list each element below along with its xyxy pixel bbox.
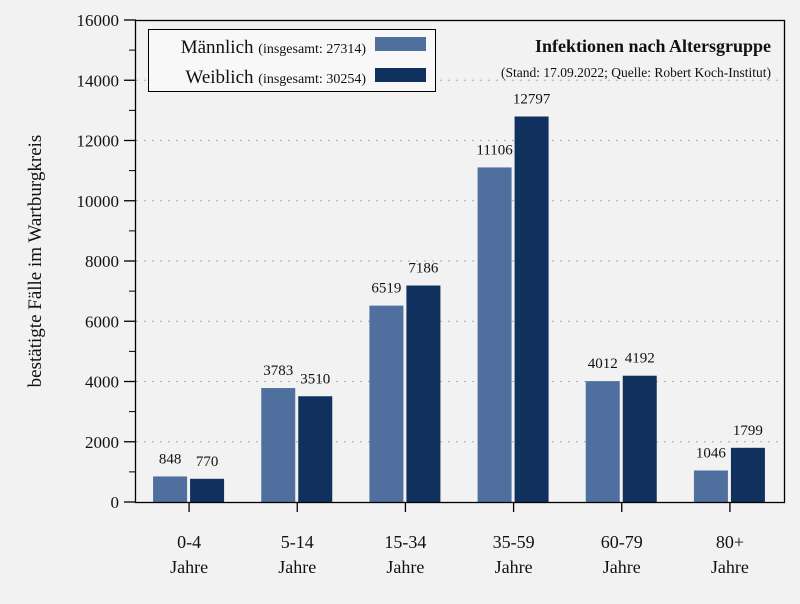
legend-label-male: Männlich (insgesamt: 27314) [181,37,367,58]
legend-swatch-female [375,68,426,82]
legend-swatch-male [375,37,426,51]
data-labels: 848 770 3783 3510 6519 7186 11106 12797 4012 4192… [159,91,763,469]
bar-female [298,396,333,502]
data-label: 4012 [588,356,618,372]
y-tick-label: 8000 [85,252,119,271]
x-tick-label: 60-79 [601,532,643,552]
data-label: 1046 [696,445,727,461]
x-tick-label-unit: Jahre [711,557,749,577]
x-tick-label: 15-34 [384,532,426,552]
y-tick-label: 12000 [77,132,120,151]
data-label: 12797 [513,91,551,107]
data-label: 848 [159,451,182,467]
y-axis-label: bestätigte Fälle im Wartburgkreis [25,135,46,388]
data-label: 11106 [476,142,513,158]
y-tick-label: 6000 [85,312,119,331]
bar-female [730,447,765,502]
bar-female [406,285,441,502]
x-tick-label-unit: Jahre [495,557,533,577]
x-tick-label: 80+ [716,532,744,552]
data-label: 770 [196,454,219,470]
x-axis: 0-4 Jahre 5-14 Jahre 15-34 Jahre 35-59 Jahre 60-… [170,502,749,577]
data-label: 3510 [300,371,330,387]
x-tick-label-unit: Jahre [170,557,208,577]
bar-male [477,167,512,502]
gridlines [136,79,785,443]
x-tick-label-unit: Jahre [278,557,316,577]
y-tick-label: 16000 [77,11,120,30]
bar-female [190,478,225,502]
bar-male [585,381,620,502]
bar-male [369,305,404,502]
data-label: 4192 [625,351,655,367]
legend: Männlich (insgesamt: 27314) Weiblich (in… [148,29,436,92]
data-label: 6519 [371,281,401,297]
bar-male [153,476,188,502]
y-tick-label: 0 [111,493,120,512]
x-tick-label: 0-4 [177,532,201,552]
bar-male [693,470,728,502]
chart-title: Infektionen nach Altersgruppe [535,36,771,56]
data-label: 7186 [408,261,439,277]
x-tick-label: 5-14 [281,532,314,552]
bar-female [514,116,549,503]
y-axis: 0 2000 4000 6000 8000 10000 12000 14000 16000 [77,11,136,512]
y-tick-label: 4000 [85,373,119,392]
x-tick-label-unit: Jahre [603,557,641,577]
x-tick-label: 35-59 [493,532,535,552]
bar-female [622,375,657,502]
legend-label-female: Weiblich (insgesamt: 30254) [185,67,366,88]
data-label: 3783 [263,363,293,379]
data-label: 1799 [733,423,763,439]
x-tick-label-unit: Jahre [386,557,424,577]
bar-male [261,388,296,502]
y-tick-label: 14000 [77,71,120,90]
chart-subtitle: (Stand: 17.09.2022; Quelle: Robert Koch-… [501,65,771,80]
y-tick-label: 2000 [85,433,119,452]
bars [153,116,765,503]
y-tick-label: 10000 [77,192,120,211]
